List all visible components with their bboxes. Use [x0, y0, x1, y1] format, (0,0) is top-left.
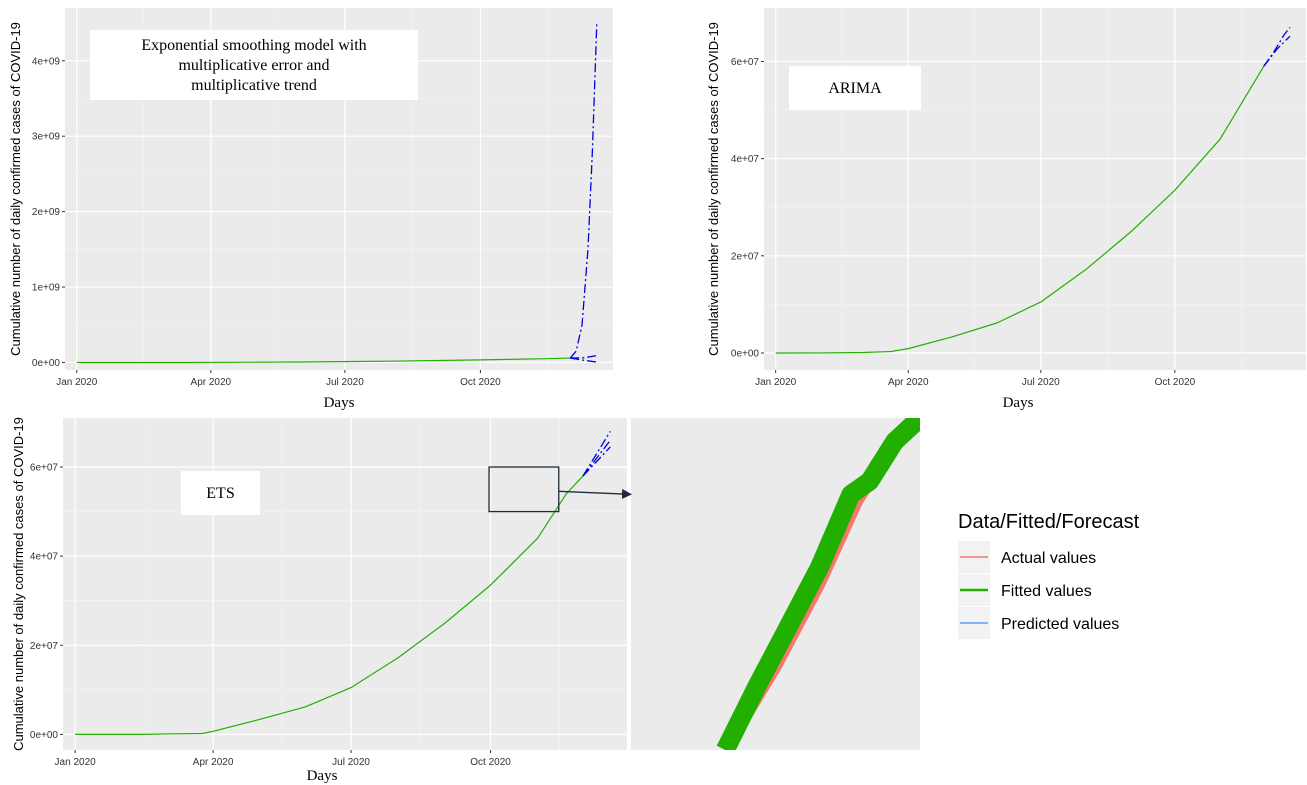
y-tick-label: 4e+09 [32, 56, 61, 67]
legend-item: Fitted values [958, 574, 1092, 606]
legend-label: Actual values [1001, 550, 1096, 567]
y-axis-label: Cumulative number of daily confirmed cas… [8, 22, 23, 356]
y-tick-label: 6e+07 [30, 463, 59, 474]
series-group [775, 27, 1291, 354]
zoom-arrow [558, 488, 632, 499]
y-tick-label: 2e+07 [30, 641, 59, 652]
model-annotation-box [90, 30, 418, 100]
zoom-box [488, 466, 560, 513]
chart-panel-zoom-inset [631, 418, 920, 750]
x-axis-label: Days [324, 395, 355, 411]
series-line-predicted-values [1263, 35, 1291, 67]
plot-background [63, 418, 627, 750]
legend-label: Fitted values [1001, 583, 1092, 600]
legend-label: Predicted values [1001, 616, 1119, 633]
model-annotation-text: ARIMA [828, 80, 882, 97]
y-tick-label: 4e+07 [731, 154, 760, 165]
y-axis-label: Cumulative number of daily confirmed cas… [706, 22, 721, 356]
series-line-predicted-values [582, 446, 611, 477]
model-annotation-box [789, 66, 921, 110]
chart-panel-arima: Jan 2020 Apr 2020 Jul 2020 Oct 2020 0e+00 2e+… [706, 8, 1306, 411]
legend-item: Predicted values [958, 607, 1119, 639]
model-annotation-text: Exponential smoothing model with [141, 37, 366, 54]
x-tick-label: Oct 2020 [1155, 377, 1196, 388]
legend: Data/Fitted/Forecast Actual values Fitted … [958, 511, 1140, 639]
y-tick-label: 2e+07 [731, 251, 760, 262]
x-tick-label: Apr 2020 [888, 377, 929, 388]
x-tick-label: Oct 2020 [460, 377, 501, 388]
x-tick-label: Jan 2020 [755, 377, 797, 388]
x-axis-label: Days [307, 768, 338, 784]
model-annotation-text: multiplicative error and [178, 57, 329, 74]
y-tick-label: 4e+07 [30, 552, 59, 563]
series-group [76, 23, 598, 364]
legend-item: Actual values [958, 541, 1096, 573]
series-group [716, 418, 920, 750]
series-line-fitted-values [775, 66, 1265, 354]
chart-panel-ets-multiplicative: Jan 2020 Apr 2020 Jul 2020 Oct 2020 0e+00 1e+… [8, 8, 613, 411]
legend-title: Data/Fitted/Forecast [958, 511, 1140, 533]
series-line-predicted-values [570, 355, 597, 359]
x-axis-label: Days [1003, 395, 1034, 411]
x-tick-label: Apr 2020 [191, 377, 232, 388]
x-tick-label: Jul 2020 [1022, 377, 1060, 388]
chart-panel-ets: Jan 2020 Apr 2020 Jul 2020 Oct 2020 0e+00 2e+… [11, 417, 627, 784]
x-tick-label: Jan 2020 [56, 377, 98, 388]
y-tick-label: 2e+09 [32, 207, 61, 218]
x-tick-label: Apr 2020 [193, 757, 234, 768]
series-line-fitted-values [75, 475, 584, 735]
zoom-callout [488, 466, 632, 513]
x-tick-label: Jul 2020 [332, 757, 370, 768]
y-tick-label: 3e+09 [32, 132, 61, 143]
y-tick-label: 0e+00 [32, 358, 61, 369]
x-tick-label: Jul 2020 [326, 377, 364, 388]
series-group [75, 431, 611, 735]
y-tick-label: 6e+07 [731, 57, 760, 68]
model-annotation-text: multiplicative trend [191, 77, 317, 94]
series-line-fitted-values [76, 357, 571, 364]
series-line-predicted-values [582, 431, 611, 477]
plot-background [764, 8, 1306, 370]
x-tick-label: Jan 2020 [55, 757, 97, 768]
y-tick-label: 0e+00 [731, 348, 760, 359]
series-line-predicted-values [569, 23, 598, 359]
y-axis-label: Cumulative number of daily confirmed cas… [11, 417, 26, 751]
series-line-fitted-values [716, 418, 920, 750]
x-tick-label: Oct 2020 [470, 757, 511, 768]
series-line-predicted-values [582, 439, 611, 477]
y-tick-label: 0e+00 [30, 730, 59, 741]
series-line-predicted-values [570, 357, 597, 363]
model-annotation-box [181, 471, 260, 515]
model-annotation-text: ETS [206, 485, 234, 502]
y-tick-label: 1e+09 [32, 283, 61, 294]
